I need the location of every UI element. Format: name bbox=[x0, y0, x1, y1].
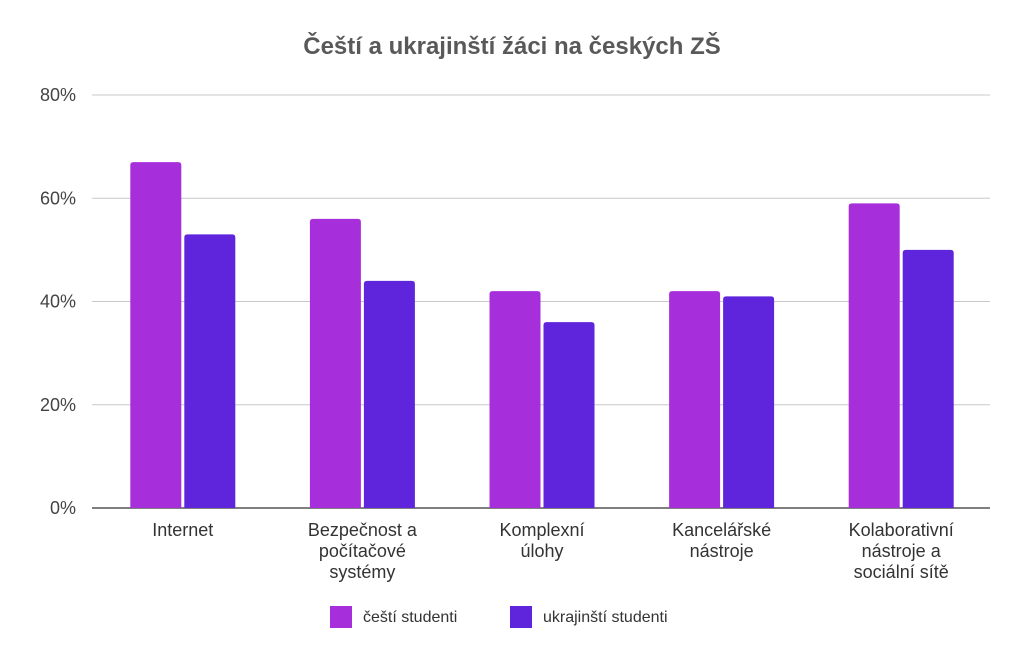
legend-label: čeští studenti bbox=[363, 609, 457, 626]
x-category-label: Kolaborativní nástroje a sociální sítě bbox=[849, 520, 954, 582]
y-tick-label: 60% bbox=[40, 188, 76, 208]
legend-swatch bbox=[330, 606, 352, 628]
bar-ukrainian-4 bbox=[902, 249, 954, 508]
legend: čeští studenti ukrajinští studenti bbox=[330, 606, 668, 628]
bar-ukrainian-3 bbox=[723, 296, 775, 508]
bar-czech-1 bbox=[309, 218, 361, 508]
x-category-label: Komplexní úlohy bbox=[499, 520, 584, 561]
bar-czech-2 bbox=[489, 291, 541, 508]
gridlines bbox=[92, 94, 990, 509]
x-category-label: Bezpečnost a počítačové systémy bbox=[308, 520, 418, 582]
legend-label: ukrajinští studenti bbox=[543, 609, 668, 626]
x-axis-category-labels: Internet Bezpečnost a počítačové systémy Kom… bbox=[152, 520, 953, 582]
bar-czech-3 bbox=[669, 291, 721, 508]
bar-czech-0 bbox=[130, 162, 182, 509]
y-tick-label: 80% bbox=[40, 85, 76, 105]
x-category-label: Kancelářské nástroje bbox=[672, 520, 771, 561]
y-tick-label: 0% bbox=[50, 498, 76, 518]
x-category-label: Internet bbox=[152, 520, 213, 540]
bar-ukrainian-2 bbox=[543, 322, 595, 508]
bar-ukrainian-1 bbox=[363, 280, 415, 508]
y-tick-label: 20% bbox=[40, 395, 76, 415]
bar-czech-4 bbox=[848, 203, 900, 508]
y-tick-label: 40% bbox=[40, 292, 76, 312]
y-axis-tick-labels: 0% 20% 40% 60% 80% bbox=[40, 85, 76, 518]
legend-swatch bbox=[510, 606, 532, 628]
bars bbox=[130, 162, 954, 509]
bar-ukrainian-0 bbox=[184, 234, 236, 508]
chart-title: Čeští a ukrajinští žáci na českých ZŠ bbox=[303, 32, 721, 60]
